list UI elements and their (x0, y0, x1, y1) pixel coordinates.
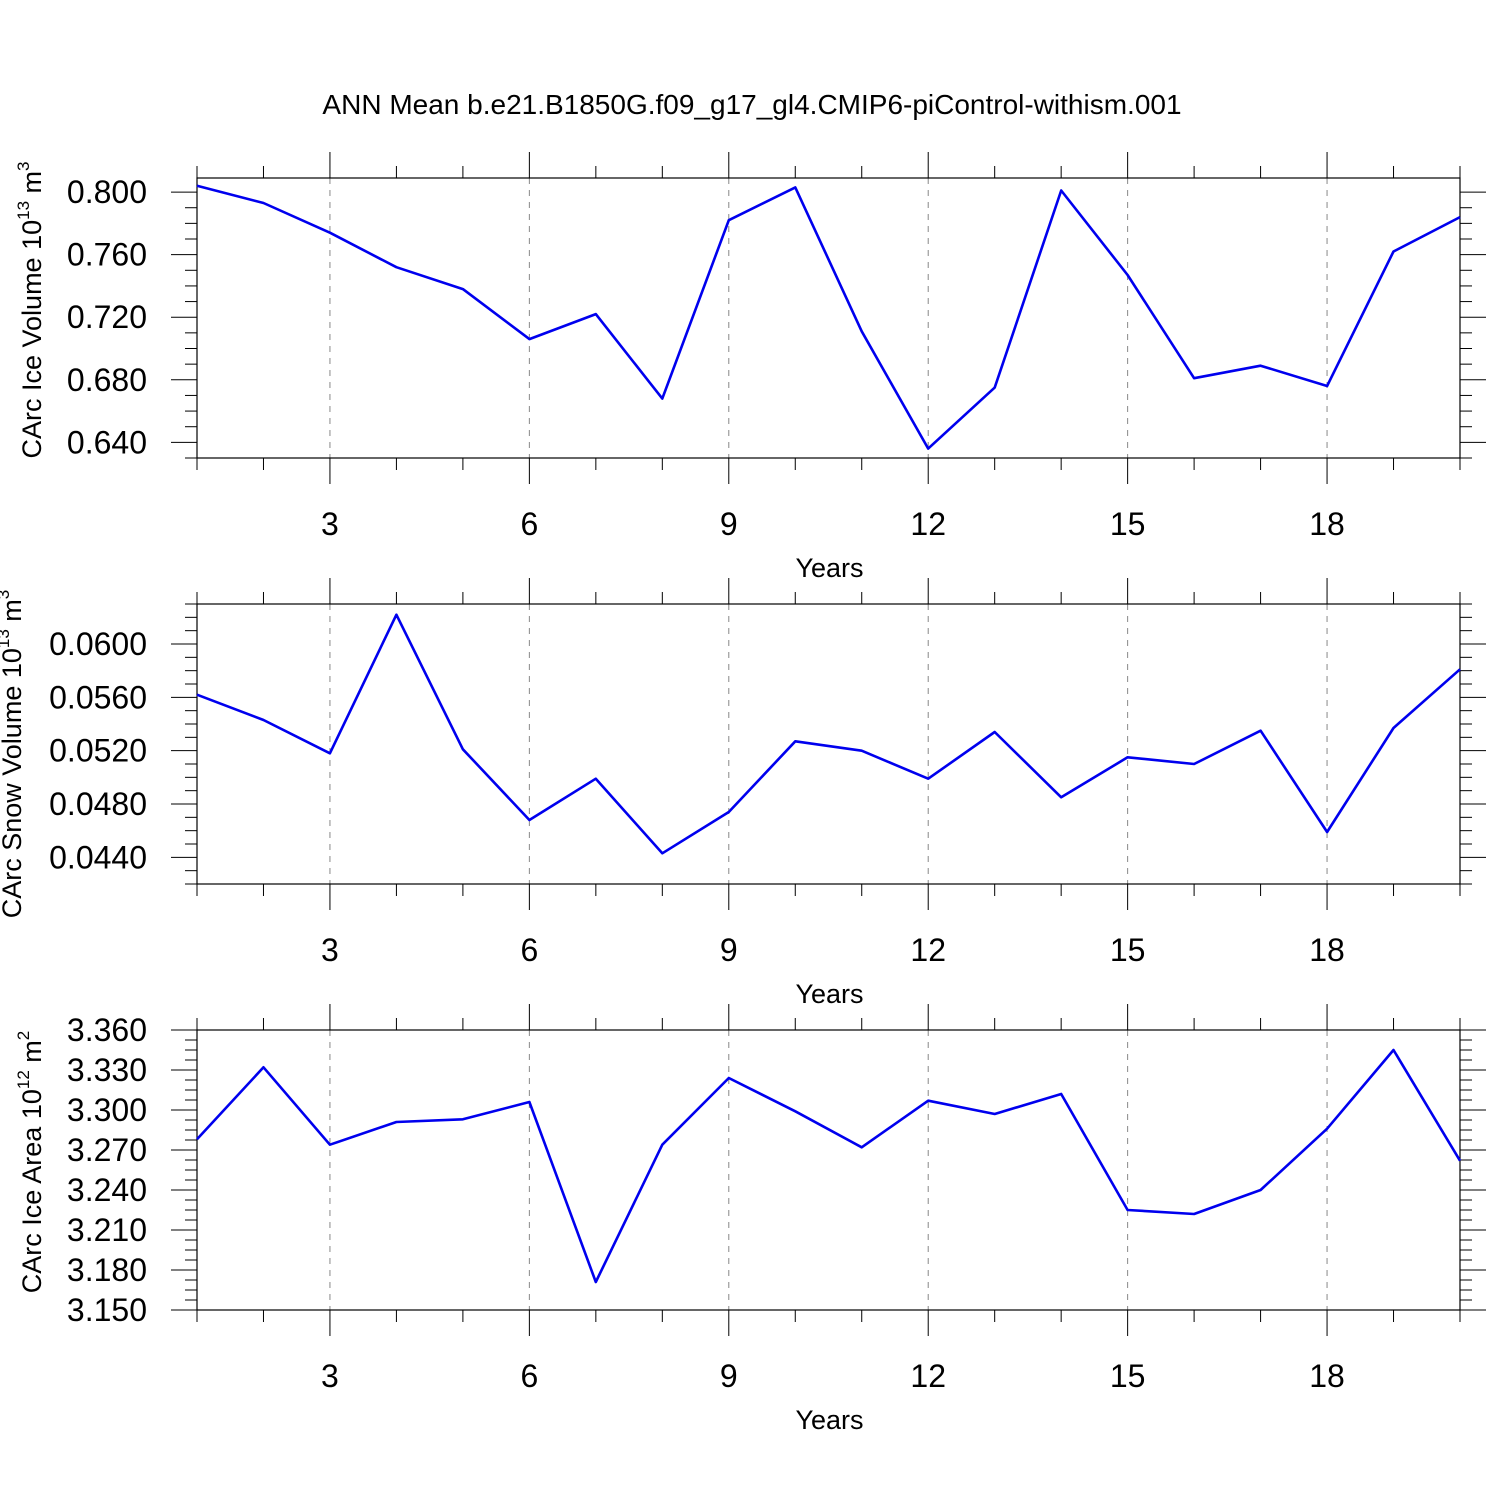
x-tick-label: 15 (1110, 1358, 1146, 1394)
panel-2: 3 6 9 12 15 18 0.0440 0.0480 0.0520 0.0560 0.0600 Y… (0, 578, 1486, 1009)
x-tick-label: 12 (910, 506, 946, 542)
x-tick-label: 6 (520, 932, 538, 968)
x-axis-title: Years (795, 553, 863, 583)
panel-3: 3 6 9 12 15 18 3.150 3.180 3.210 3.240 3.270 3.300 3… (14, 1004, 1486, 1435)
y-tick-label: 0.0600 (49, 626, 147, 662)
y-tick-label: 0.0440 (49, 839, 147, 875)
panels: 3 6 9 12 15 18 0.640 0.680 0.720 0.760 0.800 Years C… (0, 152, 1486, 1435)
y-tick-label: 3.210 (67, 1212, 147, 1248)
x-tick-label: 3 (321, 506, 339, 542)
x-axis-title: Years (795, 1405, 863, 1435)
figure-title: ANN Mean b.e21.B1850G.f09_g17_gl4.CMIP6-… (322, 89, 1181, 120)
x-tick-label: 9 (720, 506, 738, 542)
y-tick-label: 0.0480 (49, 786, 147, 822)
y-tick-label: 0.720 (67, 299, 147, 335)
x-tick-label: 6 (520, 506, 538, 542)
x-tick-label: 6 (520, 1358, 538, 1394)
x-tick-label: 15 (1110, 506, 1146, 542)
y-axis-title: CArc Ice Volume 1013 m3 (14, 161, 47, 458)
x-tick-label: 15 (1110, 932, 1146, 968)
x-tick-label: 12 (910, 932, 946, 968)
y-axis-title: CArc Ice Area 1012 m2 (14, 1031, 47, 1294)
x-tick-label: 18 (1309, 506, 1345, 542)
x-tick-label: 3 (321, 1358, 339, 1394)
y-tick-label: 0.0560 (49, 679, 147, 715)
x-tick-label: 18 (1309, 932, 1345, 968)
plot-frame (196, 603, 1461, 885)
y-tick-label: 3.180 (67, 1252, 147, 1288)
x-axis-title: Years (795, 979, 863, 1009)
plot-frame (196, 1029, 1461, 1311)
x-tick-label: 12 (910, 1358, 946, 1394)
y-tick-label: 0.640 (67, 424, 147, 460)
y-tick-label: 3.300 (67, 1092, 147, 1128)
y-tick-label: 0.800 (67, 174, 147, 210)
panel-1: 3 6 9 12 15 18 0.640 0.680 0.720 0.760 0.800 Years C… (14, 152, 1486, 583)
y-tick-label: 0.760 (67, 237, 147, 273)
y-tick-label: 3.150 (67, 1292, 147, 1328)
x-tick-label: 9 (720, 932, 738, 968)
series-line (196, 613, 1461, 855)
y-tick-label: 0.680 (67, 362, 147, 398)
x-tick-label: 9 (720, 1358, 738, 1394)
y-tick-label: 3.330 (67, 1052, 147, 1088)
series-line (196, 1048, 1462, 1284)
y-tick-label: 0.0520 (49, 733, 147, 769)
x-tick-label: 3 (321, 932, 339, 968)
x-tick-label: 18 (1309, 1358, 1345, 1394)
plot-frame (196, 177, 1461, 459)
y-axis-title: CArc Snow Volume 1013 m3 (0, 590, 27, 919)
series-line (196, 184, 1461, 450)
y-tick-label: 3.270 (67, 1132, 147, 1168)
y-tick-label: 3.360 (67, 1012, 147, 1048)
y-tick-label: 3.240 (67, 1172, 147, 1208)
